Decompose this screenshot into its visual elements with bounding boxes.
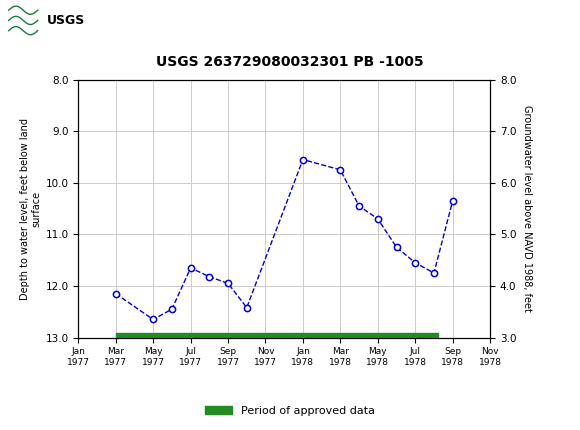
Legend: Period of approved data: Period of approved data: [200, 401, 380, 420]
Y-axis label: Groundwater level above NAVD 1988, feet: Groundwater level above NAVD 1988, feet: [522, 105, 532, 312]
Y-axis label: Depth to water level, feet below land
surface: Depth to water level, feet below land su…: [20, 117, 41, 300]
FancyBboxPatch shape: [6, 3, 75, 37]
Bar: [116, 333, 438, 338]
Text: USGS: USGS: [46, 14, 85, 27]
Text: USGS 263729080032301 PB -1005: USGS 263729080032301 PB -1005: [156, 55, 424, 69]
